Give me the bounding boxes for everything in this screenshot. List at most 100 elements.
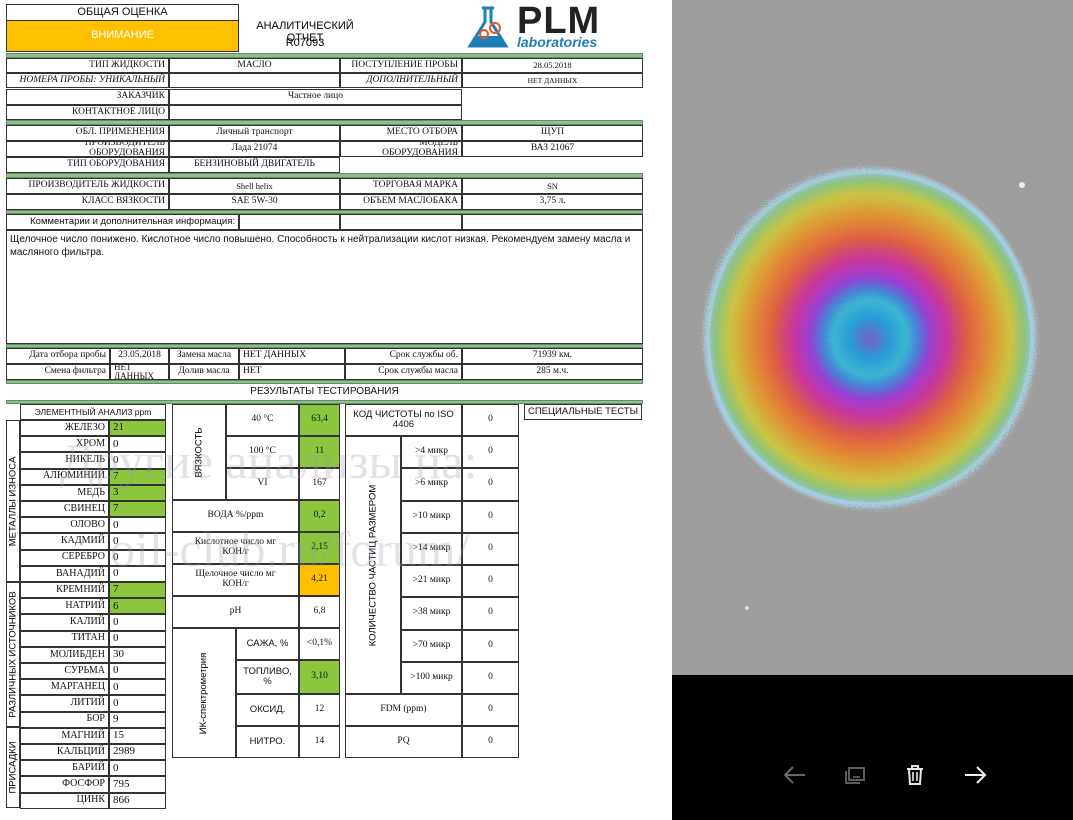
v40-value: 63,4	[299, 404, 340, 436]
element-name: АЛЮМИНИЙ	[20, 468, 109, 485]
flask-logo-icon	[462, 4, 517, 52]
element-value: 9	[109, 711, 166, 728]
comments-spacer	[462, 214, 643, 230]
equipment-model-value: ВАЗ 21067	[462, 141, 643, 157]
element-name: КАЛЬЦИЙ	[20, 744, 109, 761]
image-viewer	[672, 0, 1073, 820]
oil-change-label: Замена масла	[169, 348, 239, 364]
soot-value: <0,1%	[299, 628, 340, 660]
particle-count-value: 0	[462, 565, 519, 598]
fluid-maker-label: ПРОИЗВОДИТЕЛЬ ЖИДКОСТИ	[6, 178, 169, 194]
sample-date-value: 23.05.2018	[110, 348, 169, 364]
oxidation-value: 12	[299, 694, 340, 726]
viscosity-class-value: SAE 5W-30	[169, 194, 340, 210]
delete-button[interactable]	[900, 760, 930, 790]
tan-value: 2,15	[299, 532, 340, 564]
particle-count-value: 0	[462, 436, 519, 469]
filter-change-value: НЕТ ДАННЫХ	[110, 364, 169, 380]
element-name: НАТРИЙ	[20, 598, 109, 615]
previous-image-button[interactable]	[780, 760, 810, 790]
element-value: 0	[109, 614, 166, 631]
special-tests-label: СПЕЦИАЛЬНЫЕ ТЕСТЫ	[524, 404, 642, 420]
element-name: ВАНАДИЙ	[20, 565, 109, 582]
comments-spacer	[239, 214, 340, 230]
iso-code-label: КОД ЧИСТОТЫ по ISO 4406	[345, 404, 462, 436]
element-name: ТИТАН	[20, 630, 109, 647]
receipt-date: 28.05.2018	[462, 58, 643, 73]
element-name: СЕРЕБРО	[20, 549, 109, 566]
element-value: 0	[109, 565, 166, 582]
oil-drop-test-photo	[672, 0, 1073, 675]
equipment-maker-label: ПРОИЗВОДИТЕЛЬ ОБОРУДОВАНИЯ	[6, 141, 169, 157]
trash-icon	[907, 765, 923, 785]
section-divider	[6, 120, 643, 125]
vi-value: 167	[299, 468, 340, 500]
next-image-button[interactable]	[960, 760, 990, 790]
element-value: 0	[109, 452, 166, 469]
oil-volume-value: 3,75 л.	[462, 194, 643, 210]
sample-number-value	[169, 73, 340, 88]
equipment-maker-value: Лада 21074	[169, 141, 340, 157]
viscosity-class-label: КЛАСС ВЯЗКОСТИ	[6, 194, 169, 210]
element-name: БОР	[20, 711, 109, 728]
element-value: 3	[109, 484, 166, 501]
particle-size-label: >38 микр	[401, 597, 462, 630]
element-name: МОЛИБДЕН	[20, 646, 109, 663]
oil-volume-label: ОБЪЕМ МАСЛОБАКА	[340, 194, 462, 210]
group-additives: ПРИСАДКИ	[6, 727, 20, 808]
fdm-value: 0	[462, 694, 519, 726]
tbn-value: 4,21	[299, 564, 340, 596]
equipment-life-value: 71939 км.	[462, 348, 643, 364]
nitration-label: НИТРО.	[236, 726, 299, 758]
particle-size-label: >6 микр	[401, 468, 462, 501]
element-name: СВИНЕЦ	[20, 501, 109, 518]
element-value: 0	[109, 663, 166, 680]
tan-label: Кислотное число мг КОН/г	[172, 532, 299, 564]
element-name: ОЛОВО	[20, 517, 109, 534]
element-value: 0	[109, 533, 166, 550]
comments-spacer	[340, 214, 462, 230]
equipment-life-label: Срок службы об.	[345, 348, 462, 364]
ir-group: ИК-спектрометрия	[172, 628, 236, 758]
vi-label: VI	[226, 468, 299, 500]
particle-size-label: >21 микр	[401, 565, 462, 598]
element-name: ЛИТИЙ	[20, 695, 109, 712]
particle-count-value: 0	[462, 597, 519, 630]
ph-label: pH	[172, 596, 299, 628]
section-divider	[6, 173, 643, 178]
element-value: 0	[109, 695, 166, 712]
arrow-left-icon	[783, 766, 805, 784]
additional-number-value: НЕТ ДАННЫХ	[462, 73, 643, 88]
particle-size-label: >100 микр	[401, 661, 462, 694]
sampling-point-label: МЕСТО ОТБОРА	[340, 125, 462, 141]
element-value: 795	[109, 776, 166, 793]
brand-label: ТОРГОВАЯ МАРКА	[340, 178, 462, 194]
elements-title: ЭЛЕМЕНТНЫЙ АНАЛИЗ ppm	[20, 404, 166, 420]
element-value: 7	[109, 501, 166, 518]
particle-count-value: 0	[462, 468, 519, 501]
particle-size-label: >14 микр	[401, 532, 462, 565]
element-name: КРЕМНИЙ	[20, 582, 109, 599]
element-value: 21	[109, 420, 166, 437]
sample-number-label: НОМЕРА ПРОБЫ: УНИКАЛЬНЫЙ	[6, 73, 169, 88]
additional-number-label: ДОПОЛНИТЕЛЬНЫЙ	[340, 73, 462, 88]
particle-count-group: КОЛИЧЕСТВО ЧАСТИЦ РАЗМЕРОМ	[345, 436, 401, 694]
logo-wordmark: PLM	[517, 0, 601, 42]
element-value: 0	[109, 760, 166, 777]
element-name: НИКЕЛЬ	[20, 452, 109, 469]
element-name: МЕДЬ	[20, 484, 109, 501]
brand-value: SN	[462, 178, 643, 194]
fluid-type-label: ТИП ЖИДКОСТИ	[6, 58, 169, 73]
element-name: СУРЬМА	[20, 663, 109, 680]
slideshow-icon	[845, 767, 865, 784]
viscosity-group: ВЯЗКОСТЬ	[172, 404, 226, 500]
fluid-maker-value: Shell helix	[169, 178, 340, 194]
sampling-point-value: ЩУП	[462, 125, 643, 141]
element-name: КАЛИЙ	[20, 614, 109, 631]
v40-label: 40 °С	[226, 404, 299, 436]
element-name: БАРИЙ	[20, 760, 109, 777]
customer-label: ЗАКАЗЧИК	[6, 89, 169, 105]
slideshow-button[interactable]	[840, 760, 870, 790]
equipment-type-value: БЕНЗИНОВЫЙ ДВИГАТЕЛЬ	[169, 157, 340, 173]
element-value: 7	[109, 582, 166, 599]
